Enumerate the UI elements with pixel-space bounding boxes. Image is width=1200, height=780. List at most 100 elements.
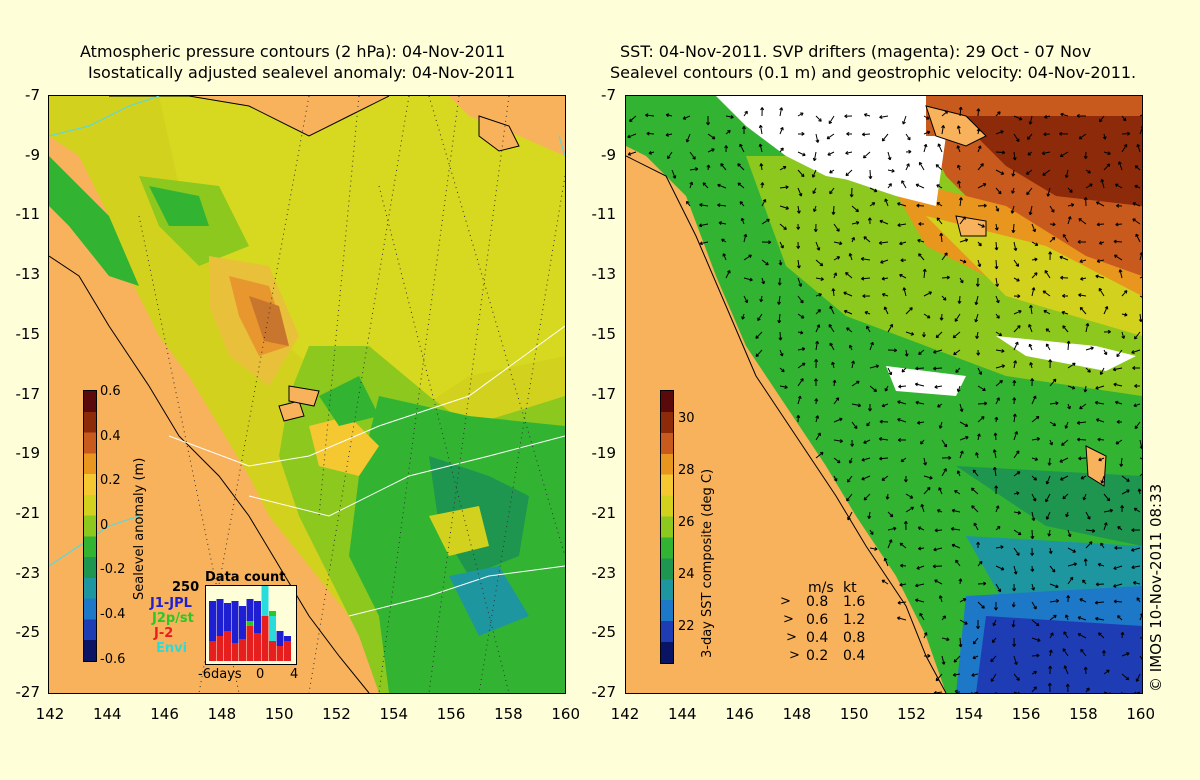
velocity-legend-ms-header: m/s [808, 580, 834, 596]
velocity-arrow [995, 364, 1006, 369]
y-tick-label: -21 [591, 503, 617, 522]
velocity-arrow [863, 113, 871, 117]
velocity-arrow [995, 169, 1005, 175]
velocity-arrow [1113, 583, 1123, 588]
velocity-arrow [1099, 115, 1105, 123]
velocity-arrow [887, 183, 892, 189]
velocity-arrow [779, 165, 787, 171]
velocity-arrow [881, 403, 889, 408]
velocity-arrow [1100, 178, 1105, 189]
colorbar-tick-label: 0.4 [100, 428, 121, 444]
velocity-arrow [846, 475, 853, 483]
velocity-arrow [1013, 510, 1022, 515]
velocity-arrow [958, 106, 963, 117]
colorbar-tick-label: 24 [678, 567, 695, 582]
velocity-arrow [1013, 529, 1022, 536]
velocity-arrow [1101, 650, 1106, 657]
velocity-arrow [941, 468, 947, 477]
y-tick-label: -7 [25, 86, 40, 104]
y-tick-label: -13 [15, 265, 41, 284]
velocity-arrow [1043, 132, 1051, 137]
velocity-arrow [995, 150, 1006, 155]
sealevel-colorbar-title: Sealevel anomaly (m) [132, 457, 147, 600]
velocity-arrow [832, 379, 837, 387]
x-tick-label: 148 [782, 705, 812, 723]
velocity-arrow [849, 187, 854, 198]
velocity-arrow [974, 313, 979, 323]
velocity-arrow [879, 219, 889, 225]
velocity-arrow [935, 673, 943, 682]
velocity-arrow [887, 323, 894, 333]
velocity-arrow [917, 238, 925, 243]
colorbar-tick-label: 30 [678, 411, 695, 426]
velocity-arrow [905, 133, 911, 141]
velocity-arrow [1113, 382, 1123, 387]
velocity-arrow [1059, 151, 1069, 158]
velocity-arrow [1067, 403, 1071, 410]
velocity-arrow [843, 291, 853, 297]
velocity-arrow [699, 203, 709, 207]
velocity-arrow [1098, 287, 1105, 297]
velocity-arrow [646, 131, 655, 136]
velocity-arrow [995, 525, 1001, 531]
velocity-arrow [937, 403, 943, 408]
velocity-arrow [778, 331, 783, 341]
velocity-legend-arrow-icon: > [786, 630, 797, 645]
velocity-arrow [777, 277, 782, 286]
velocity-arrow [1026, 133, 1033, 140]
velocity-arrow [743, 295, 749, 304]
velocity-arrow [814, 359, 819, 369]
velocity-arrow [1061, 310, 1069, 315]
velocity-arrow [956, 470, 961, 477]
velocity-arrow [1013, 133, 1020, 142]
velocity-arrow [1116, 419, 1123, 424]
velocity-arrow [743, 110, 748, 117]
velocity-arrow [1103, 306, 1109, 315]
velocity-arrow [881, 133, 889, 142]
data-count-bar [254, 601, 261, 633]
velocity-arrow [1115, 439, 1123, 445]
velocity-arrow [899, 582, 907, 587]
velocity-arrow [861, 457, 871, 462]
velocity-arrow [648, 150, 655, 155]
velocity-arrow [761, 259, 769, 266]
velocity-arrow [1080, 276, 1087, 281]
velocity-arrow [1031, 601, 1037, 610]
velocity-arrow [1013, 547, 1020, 556]
velocity-arrow [862, 151, 871, 159]
velocity-arrow [1013, 673, 1020, 681]
velocity-arrow [1042, 290, 1051, 297]
velocity-arrow [725, 129, 731, 135]
velocity-arrow [934, 384, 943, 389]
velocity-arrow [777, 295, 782, 305]
velocity-arrow [957, 295, 962, 304]
velocity-arrow [959, 259, 967, 264]
velocity-arrow [959, 403, 964, 412]
velocity-arrow [833, 223, 840, 232]
velocity-arrow [812, 151, 817, 162]
velocity-arrow [1067, 216, 1072, 225]
velocity-arrow [990, 673, 997, 682]
velocity-arrow [1028, 324, 1033, 333]
velocity-arrow [1121, 312, 1128, 317]
x-tick-label: 144 [92, 705, 122, 723]
velocity-arrow [1103, 493, 1111, 502]
x-tick-label: 148 [207, 705, 237, 723]
velocity-arrow [1115, 222, 1123, 227]
velocity-arrow [867, 217, 872, 225]
velocity-arrow [923, 486, 931, 495]
y-tick-label: -27 [15, 683, 41, 701]
velocity-arrow [878, 240, 889, 245]
velocity-arrow [939, 232, 944, 243]
velocity-arrow [1085, 346, 1094, 351]
velocity-arrow [831, 361, 835, 369]
velocity-arrow [923, 653, 931, 658]
velocity-arrow [995, 397, 1000, 405]
velocity-arrow [1012, 397, 1017, 405]
velocity-arrow [1139, 637, 1142, 639]
velocity-arrow [861, 132, 871, 137]
velocity-arrow [1031, 670, 1038, 675]
velocity-arrow [995, 130, 1004, 135]
velocity-arrow [995, 277, 1000, 287]
velocity-arrow [1060, 275, 1069, 280]
